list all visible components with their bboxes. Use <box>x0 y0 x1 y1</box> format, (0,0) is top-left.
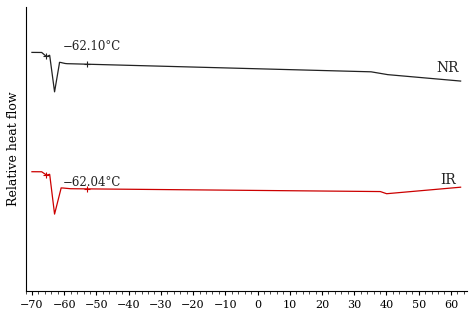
Text: −62.10°C: −62.10°C <box>63 40 121 53</box>
Text: −62.04°C: −62.04°C <box>63 176 121 189</box>
Text: NR: NR <box>437 61 459 75</box>
Y-axis label: Relative heat flow: Relative heat flow <box>7 92 20 206</box>
Text: IR: IR <box>440 173 456 187</box>
